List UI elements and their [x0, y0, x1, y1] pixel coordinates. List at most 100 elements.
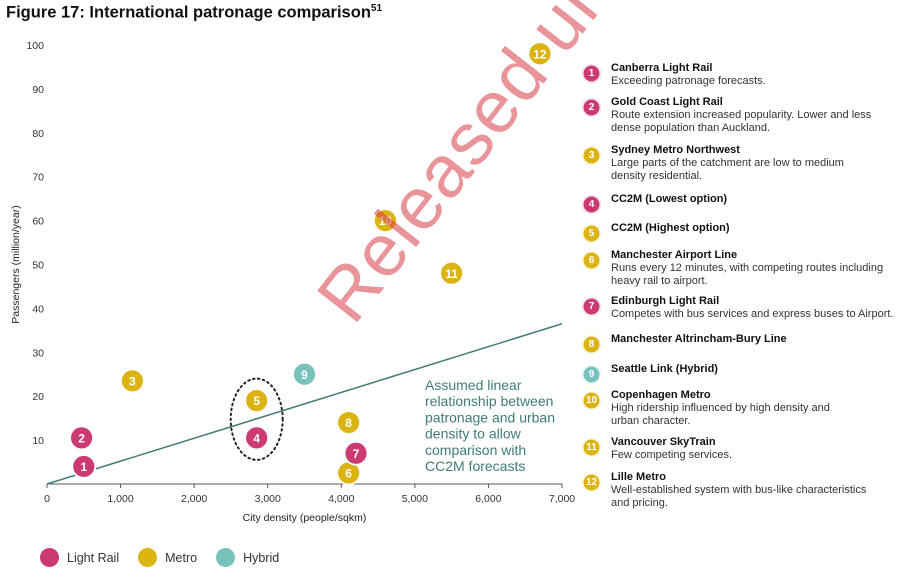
legend-item: 12 Lille Metro Well-established system wit… — [582, 471, 866, 510]
annotation-line: CC2M forecasts — [425, 458, 525, 474]
legend-name: Gold Coast Light Rail — [611, 96, 723, 108]
legend-item: 3 Sydney Metro Northwest Large parts of th… — [582, 144, 844, 183]
legend-item: 11 Vancouver SkyTrain Few competing servic… — [582, 436, 732, 462]
x-tick-label: 1,000 — [107, 493, 133, 505]
legend-text: CC2M (Highest option) — [611, 222, 730, 235]
legend-text: CC2M (Lowest option) — [611, 193, 727, 206]
data-point: 7 — [343, 440, 369, 466]
y-tick-label: 70 — [32, 172, 44, 184]
highlight-group — [229, 377, 284, 461]
data-point: 10 — [373, 208, 398, 234]
y-tick-label: 60 — [32, 216, 44, 228]
type-legend-label: Light Rail — [67, 550, 120, 565]
legend-text: Vancouver SkyTrain Few competing services… — [611, 436, 732, 462]
legend-badge: 5 — [582, 224, 601, 243]
type-legend-swatch — [138, 548, 158, 567]
x-tick-label: 5,000 — [402, 493, 428, 505]
legend-item: 8 Manchester Altrincham-Bury Line — [582, 333, 787, 354]
type-legend-item: Hybrid — [216, 548, 279, 567]
data-point: 2 — [69, 425, 94, 451]
legend-badge: 3 — [582, 146, 601, 165]
point-label: 12 — [533, 47, 547, 61]
point-marker — [527, 41, 553, 67]
x-tick-label: 6,000 — [475, 493, 501, 505]
legend-item: 9 Seattle Link (Hybrid) — [582, 363, 718, 384]
type-legend-label: Metro — [165, 550, 198, 565]
legend-desc: Exceeding patronage forecasts. — [611, 75, 766, 87]
legend-desc: Few competing services. — [611, 449, 733, 461]
legend-text: Lille Metro Well-established system with … — [611, 471, 866, 510]
legend-name: Manchester Airport Line — [611, 249, 738, 261]
legend-badge: 11 — [582, 438, 601, 457]
x-tick-label: 3,000 — [255, 493, 281, 505]
type-legend-swatch — [40, 548, 59, 567]
point-marker — [373, 208, 398, 234]
trend-line-group — [46, 323, 563, 485]
point-marker — [119, 368, 145, 394]
legend-desc: Competes with bus services and express b… — [611, 308, 894, 320]
point-marker — [336, 410, 362, 435]
legend-desc: dense population than Auckland. — [611, 122, 771, 134]
y-tick-label: 90 — [32, 84, 44, 96]
legend-desc: Runs every 12 minutes, with competing ro… — [611, 262, 884, 274]
point-marker — [71, 454, 97, 479]
legend-text: Seattle Link (Hybrid) — [611, 363, 718, 376]
legend-name: CC2M (Lowest option) — [611, 193, 728, 205]
legend-desc: urban character. — [611, 415, 691, 427]
legend-item: 7 Edinburgh Light Rail Competes with bus s… — [582, 295, 893, 321]
type-legend-item: Light Rail — [40, 548, 119, 567]
legend-badge: 9 — [582, 365, 601, 384]
y-tick-label: 30 — [32, 347, 44, 359]
point-label: 10 — [379, 214, 393, 228]
data-point: 12 — [527, 41, 553, 67]
y-tick-label: 20 — [32, 391, 44, 403]
legend-text: Edinburgh Light Rail Competes with bus se… — [611, 295, 893, 321]
legend-desc: Route extension increased popularity. Lo… — [611, 109, 872, 121]
data-point: 8 — [336, 410, 362, 435]
point-label: 11 — [445, 267, 458, 281]
point-label: 6 — [345, 467, 352, 481]
legend-text: Gold Coast Light Rail Route extension inc… — [611, 96, 871, 135]
legend-item: 10 Copenhagen Metro High ridership influen… — [582, 389, 830, 428]
y-tick-label: 10 — [32, 435, 44, 447]
data-point: 9 — [292, 361, 317, 387]
type-legend-label: Hybrid — [243, 550, 280, 565]
point-marker — [343, 440, 369, 466]
legend-badge: 8 — [582, 335, 601, 354]
x-axis-label: City density (people/sqkm) — [243, 512, 367, 524]
legend-item: 5 CC2M (Highest option) — [582, 222, 730, 243]
annotation-line: density to allow — [425, 426, 522, 442]
x-tick-label: 4,000 — [328, 493, 354, 505]
annotation-line: relationship between — [425, 393, 553, 409]
legend-badge: 4 — [582, 195, 601, 214]
point-marker — [69, 425, 94, 451]
point-marker — [439, 260, 465, 286]
legend-name: Seattle Link (Hybrid) — [611, 363, 718, 375]
axes: 0 1,000 2,000 3,000 4,000 5,000 6,000 7,000 10 20… — [10, 40, 575, 524]
x-tick-label: 2,000 — [181, 493, 207, 505]
legend-item: 4 CC2M (Lowest option) — [582, 193, 727, 214]
point-label: 1 — [80, 460, 87, 474]
legend-name: Lille Metro — [611, 471, 667, 483]
legend-desc: and pricing. — [611, 497, 668, 509]
annotation-line: comparison with — [425, 442, 526, 458]
legend-item: 2 Gold Coast Light Rail Route extension in… — [582, 96, 871, 135]
point-label: 2 — [78, 431, 85, 445]
legend-name: CC2M (Highest option) — [611, 222, 730, 234]
data-point: 5 — [244, 388, 270, 413]
legend-item: 1 Canberra Light Rail Exceeding patronage … — [582, 62, 766, 88]
highlight-ellipse — [229, 377, 284, 461]
y-tick-label: 100 — [26, 40, 44, 52]
legend-text: Manchester Airport Line Runs every 12 min… — [611, 249, 883, 288]
figure-title: Figure 17: International patronage compa… — [6, 3, 382, 23]
legend-text: Canberra Light Rail Exceeding patronage f… — [611, 62, 766, 88]
data-point: 1 — [71, 454, 97, 479]
point-label: 3 — [129, 374, 136, 388]
legend-desc: High ridership influenced by high densit… — [611, 402, 830, 414]
type-legend-item: Metro — [138, 548, 197, 567]
point-marker — [244, 425, 270, 451]
annotation-line: patronage and urban — [425, 409, 555, 425]
legend-name: Manchester Altrincham-Bury Line — [611, 333, 787, 345]
